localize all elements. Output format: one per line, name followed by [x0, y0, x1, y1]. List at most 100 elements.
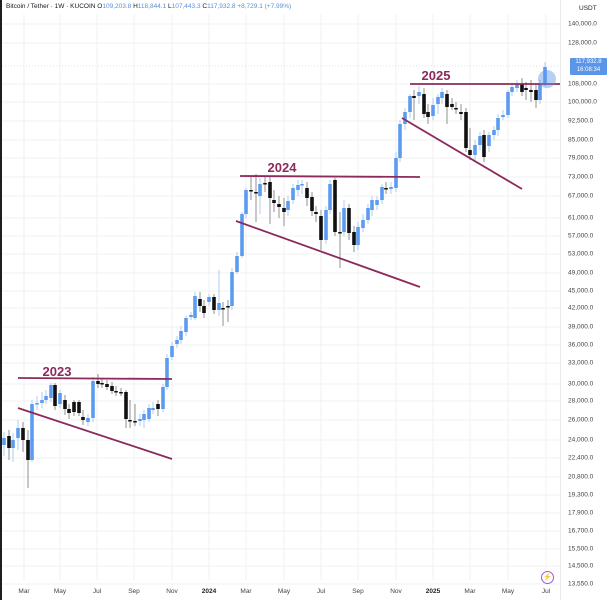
lightning-icon[interactable]: ⚡: [541, 571, 554, 584]
candle[interactable]: [426, 104, 430, 124]
candle[interactable]: [128, 400, 132, 428]
candle[interactable]: [240, 212, 244, 258]
candle[interactable]: [272, 190, 276, 212]
candle[interactable]: [26, 430, 30, 488]
candle[interactable]: [110, 382, 114, 394]
candle[interactable]: [436, 94, 440, 114]
candle[interactable]: [207, 294, 211, 306]
candle[interactable]: [170, 342, 174, 360]
candle[interactable]: [282, 198, 286, 226]
candle[interactable]: [492, 126, 496, 140]
candle[interactable]: [394, 152, 398, 192]
candle[interactable]: [398, 120, 402, 162]
candle[interactable]: [389, 182, 393, 194]
candle[interactable]: [440, 88, 444, 104]
candle[interactable]: [450, 98, 454, 110]
candle[interactable]: [254, 174, 258, 222]
candle[interactable]: [16, 420, 20, 450]
candle[interactable]: [361, 214, 365, 232]
candle[interactable]: [342, 200, 346, 236]
candle[interactable]: [319, 210, 323, 250]
candle[interactable]: [86, 414, 90, 426]
candle[interactable]: [156, 400, 160, 416]
candle[interactable]: [534, 84, 538, 108]
candle[interactable]: [235, 252, 239, 274]
candle[interactable]: [314, 206, 318, 222]
candle[interactable]: [454, 102, 458, 114]
candle[interactable]: [412, 90, 416, 120]
candle[interactable]: [63, 395, 67, 415]
candle[interactable]: [543, 62, 547, 86]
candle[interactable]: [324, 206, 328, 244]
trendline-resistance-2024[interactable]: [239, 175, 421, 178]
candle[interactable]: [305, 182, 309, 206]
candle[interactable]: [81, 410, 85, 425]
candle[interactable]: [487, 132, 491, 152]
candle[interactable]: [501, 110, 505, 120]
trendline-resistance-2023[interactable]: [17, 377, 173, 380]
candle[interactable]: [212, 294, 216, 314]
candle[interactable]: [459, 104, 463, 120]
candle[interactable]: [291, 184, 295, 204]
candle[interactable]: [147, 404, 151, 422]
candle[interactable]: [370, 196, 374, 216]
candle[interactable]: [175, 336, 179, 348]
candle[interactable]: [165, 354, 169, 390]
candle[interactable]: [258, 178, 262, 214]
candle[interactable]: [356, 222, 360, 250]
candle[interactable]: [221, 302, 225, 326]
candle[interactable]: [133, 404, 137, 426]
candle[interactable]: [496, 114, 500, 136]
candle[interactable]: [161, 384, 165, 412]
candle[interactable]: [226, 300, 230, 322]
candle[interactable]: [35, 396, 39, 410]
candle[interactable]: [506, 90, 510, 118]
candle[interactable]: [352, 226, 356, 252]
candle[interactable]: [198, 292, 202, 312]
candle[interactable]: [179, 326, 183, 344]
candle[interactable]: [202, 300, 206, 318]
candle[interactable]: [217, 270, 221, 316]
candle[interactable]: [249, 176, 253, 200]
candle[interactable]: [44, 390, 48, 404]
candle[interactable]: [105, 380, 109, 390]
price-axis[interactable]: USDT 140,000.0 128,000.0 108,000.0 100,000.…: [560, 0, 609, 600]
candle[interactable]: [77, 400, 81, 416]
candle[interactable]: [464, 108, 468, 152]
candle[interactable]: [53, 383, 57, 410]
candle[interactable]: [263, 176, 267, 192]
candle[interactable]: [520, 78, 524, 96]
trendline-support-2025[interactable]: [401, 117, 523, 190]
candle[interactable]: [91, 377, 95, 422]
candle[interactable]: [151, 402, 155, 414]
candle[interactable]: [524, 82, 528, 100]
candle[interactable]: [384, 182, 388, 194]
candle[interactable]: [310, 192, 314, 216]
candle[interactable]: [72, 400, 76, 416]
candle[interactable]: [11, 433, 15, 462]
candle[interactable]: [445, 90, 449, 124]
candle[interactable]: [408, 94, 412, 118]
candle[interactable]: [482, 130, 486, 162]
candle[interactable]: [96, 374, 100, 388]
candle[interactable]: [7, 430, 11, 460]
symbol-title[interactable]: Bitcoin / Tether · 1W · KUCOIN: [6, 3, 96, 10]
candle[interactable]: [268, 176, 272, 224]
candle[interactable]: [286, 196, 290, 216]
candle[interactable]: [347, 204, 351, 240]
candle[interactable]: [328, 180, 332, 214]
candle[interactable]: [244, 188, 248, 218]
candle[interactable]: [468, 128, 472, 160]
candle[interactable]: [184, 316, 188, 336]
candle[interactable]: [58, 390, 62, 408]
candle[interactable]: [366, 204, 370, 224]
candle[interactable]: [375, 196, 379, 210]
candle[interactable]: [119, 388, 123, 396]
candle[interactable]: [193, 292, 197, 320]
candle[interactable]: [422, 88, 426, 118]
currency-unit-label[interactable]: USDT: [579, 5, 597, 12]
candle[interactable]: [30, 400, 34, 462]
candle[interactable]: [124, 390, 128, 428]
candle[interactable]: [21, 422, 25, 452]
